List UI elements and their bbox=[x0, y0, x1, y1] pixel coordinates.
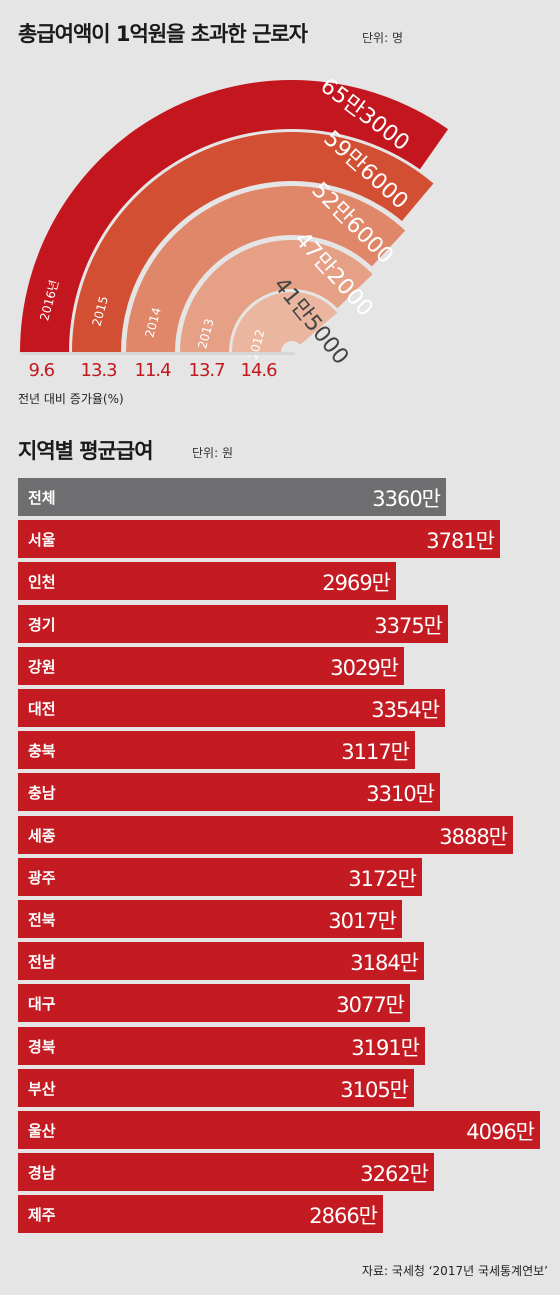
bar-label: 전남 bbox=[28, 953, 56, 972]
bar-제주: 제주 2866만 bbox=[18, 1195, 383, 1234]
bar-value: 3184만 bbox=[350, 951, 419, 976]
chart2-title: 지역별 평균급여 bbox=[18, 439, 154, 463]
bar-서울: 서울 3781만 bbox=[18, 520, 500, 559]
bar-label: 제주 bbox=[28, 1206, 56, 1225]
bar-value: 3191만 bbox=[351, 1035, 420, 1060]
bar-value: 3029만 bbox=[330, 655, 399, 680]
growth-2013: 13.7 bbox=[188, 360, 226, 381]
bar-value: 2866만 bbox=[309, 1204, 378, 1229]
bar-value: 3172만 bbox=[348, 866, 417, 891]
bar-label: 부산 bbox=[28, 1079, 56, 1098]
bar-부산: 부산 3105만 bbox=[18, 1068, 414, 1107]
bar-label: 강원 bbox=[28, 657, 56, 676]
bar-세종: 세종 3888만 bbox=[18, 815, 513, 854]
arc-2013 bbox=[180, 239, 373, 352]
bar-경남: 경남 3262만 bbox=[18, 1153, 434, 1192]
bar-label: 서울 bbox=[28, 531, 56, 550]
bar-value: 3077만 bbox=[336, 993, 405, 1018]
bar-value: 3310만 bbox=[366, 782, 435, 807]
arc-2015 bbox=[72, 132, 434, 352]
bar-label: 광주 bbox=[28, 868, 56, 887]
bar-대전: 대전 3354만 bbox=[18, 689, 445, 727]
bar-value: 3781만 bbox=[426, 529, 495, 554]
bar-value: 3354만 bbox=[371, 698, 440, 722]
chart2-unit: 단위: 원 bbox=[192, 446, 233, 460]
bar-label: 전북 bbox=[28, 911, 56, 929]
bar-value: 3105만 bbox=[340, 1077, 409, 1102]
growth-caption: 전년 대비 증가율(%) bbox=[18, 392, 124, 406]
bar-label: 대전 bbox=[28, 700, 56, 718]
arc-2016년 bbox=[20, 79, 449, 352]
bar-value: 3375만 bbox=[374, 613, 443, 638]
bar-경북: 경북 3191만 bbox=[18, 1026, 425, 1065]
bar-전체: 전체 3360만 bbox=[18, 478, 446, 516]
growth-2012: 14.6 bbox=[240, 360, 278, 381]
bar-value: 4096만 bbox=[466, 1120, 535, 1144]
bar-강원: 강원 3029만 bbox=[18, 646, 404, 685]
bar-value: 2969만 bbox=[322, 571, 391, 596]
bar-label: 인천 bbox=[28, 573, 56, 592]
arc-2012 bbox=[232, 292, 338, 352]
bar-value: 3262만 bbox=[360, 1162, 429, 1187]
bar-label: 경북 bbox=[28, 1037, 56, 1056]
bar-value: 3117만 bbox=[341, 740, 410, 765]
chart1-unit: 단위: 명 bbox=[362, 31, 403, 45]
radial-chart: 65만30002016년59만6000201552만6000201447만200… bbox=[20, 74, 449, 370]
bar-전남: 전남 3184만 bbox=[18, 942, 424, 981]
bar-충북: 충북 3117만 bbox=[18, 731, 415, 770]
growth-2014: 11.4 bbox=[134, 360, 172, 381]
bar-label: 경남 bbox=[28, 1164, 56, 1183]
bar-label: 세종 bbox=[28, 826, 56, 845]
bar-충남: 충남 3310만 bbox=[18, 773, 440, 812]
source-note: 자료: 국세청 ‘2017년 국세통계연보’ bbox=[361, 1264, 548, 1278]
bar-인천: 인천 2969만 bbox=[18, 562, 396, 601]
chart1-title: 총급여액이 1억원을 초과한 근로자 bbox=[18, 22, 308, 46]
bar-경기: 경기 3375만 bbox=[18, 604, 448, 643]
growth-2015: 13.3 bbox=[80, 360, 118, 381]
bar-value: 3017만 bbox=[328, 909, 397, 933]
bar-value: 3360만 bbox=[372, 487, 441, 511]
arc-2014 bbox=[126, 186, 406, 352]
bar-label: 충북 bbox=[28, 742, 56, 761]
bar-value: 3888만 bbox=[439, 824, 508, 849]
bar-label: 대구 bbox=[28, 995, 56, 1014]
bar-울산: 울산 4096만 bbox=[18, 1111, 540, 1149]
growth-2016년: 9.6 bbox=[28, 360, 56, 381]
arc-baseline bbox=[20, 352, 295, 355]
bar-label: 경기 bbox=[28, 615, 56, 634]
bar-label: 충남 bbox=[28, 784, 56, 803]
bar-전북: 전북 3017만 bbox=[18, 900, 402, 938]
bar-광주: 광주 3172만 bbox=[18, 857, 422, 896]
bar-label: 전체 bbox=[28, 489, 56, 507]
bar-label: 울산 bbox=[28, 1122, 56, 1140]
bar-대구: 대구 3077만 bbox=[18, 984, 410, 1023]
